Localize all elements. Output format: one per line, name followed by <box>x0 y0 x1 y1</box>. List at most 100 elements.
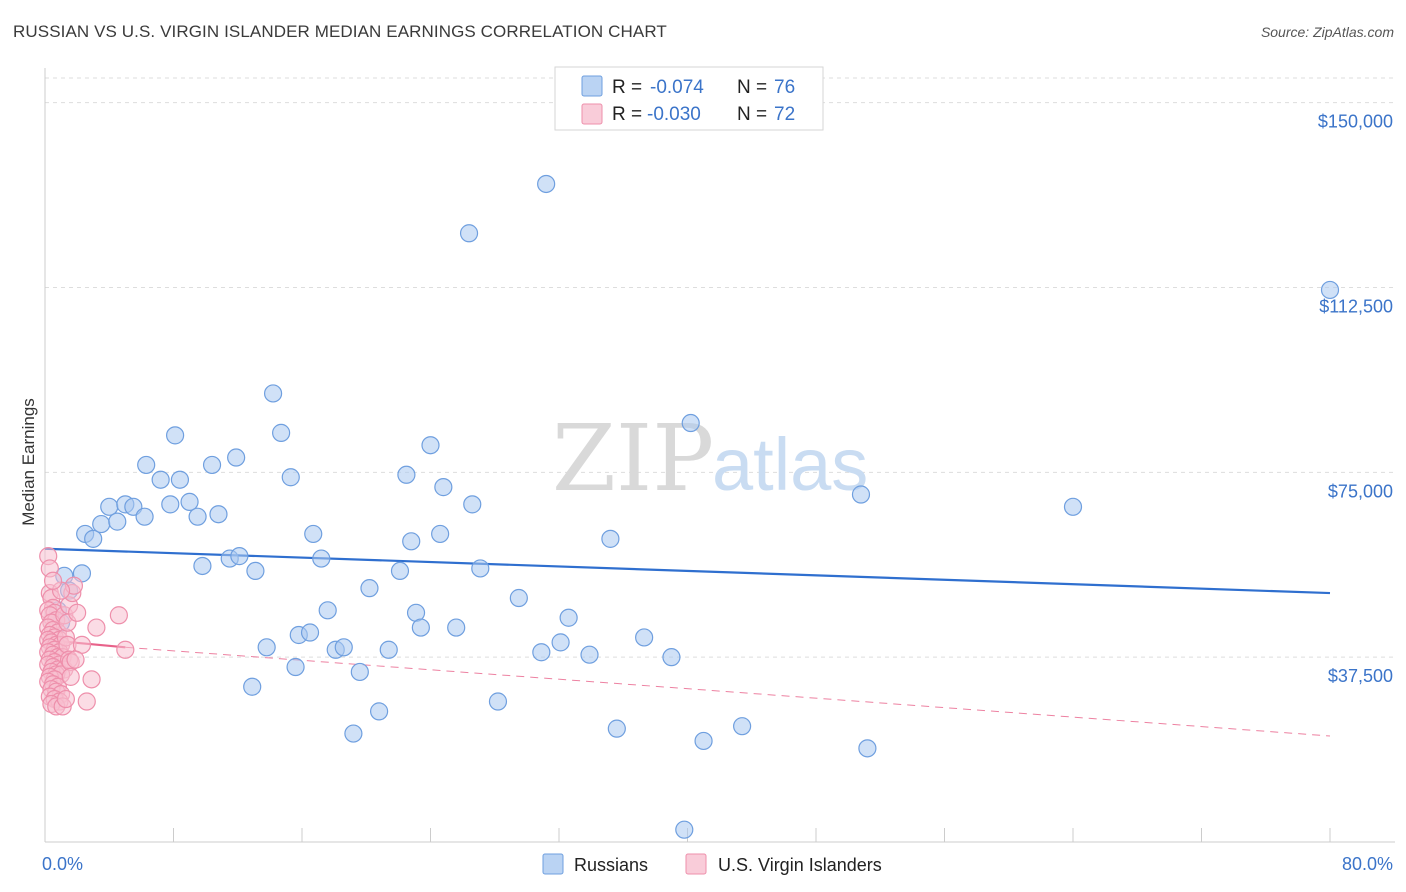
point-russians <box>447 618 466 637</box>
point-russians <box>390 561 410 581</box>
legend: R = -0.074 N = 76 R = -0.030 N = 72 <box>554 66 824 131</box>
point-russians <box>312 549 331 568</box>
point-usvi <box>56 689 75 709</box>
point-russians <box>135 507 154 526</box>
point-russians <box>272 423 291 442</box>
point-russians <box>733 717 752 736</box>
point-russians <box>851 485 871 504</box>
legend-r-value: -0.030 <box>647 104 701 125</box>
bottom-legend: Russians U.S. Virgin Islanders <box>542 853 882 875</box>
x-tick-label-min: 0.0% <box>42 854 83 874</box>
y-axis-label-group: Median Earnings <box>19 398 38 526</box>
point-russians <box>286 657 305 677</box>
bottom-legend-label-russians: Russians <box>574 855 648 875</box>
point-russians <box>379 640 398 659</box>
point-russians <box>161 495 180 514</box>
point-russians <box>1320 280 1340 300</box>
point-russians <box>108 512 127 531</box>
legend-n-value: 72 <box>774 104 795 125</box>
point-russians <box>397 465 416 484</box>
point-russians <box>281 468 300 487</box>
point-russians <box>601 529 620 548</box>
point-russians <box>434 478 453 497</box>
point-usvi <box>68 603 87 622</box>
point-russians <box>151 470 170 489</box>
point-russians <box>180 492 199 511</box>
point-russians <box>227 448 246 467</box>
point-russians <box>607 719 626 738</box>
point-russians <box>188 507 207 526</box>
axis-layer: $37,500 $75,000 $112,500 $150,000 0.0% 80.0% <box>42 68 1395 874</box>
point-russians <box>421 436 440 455</box>
chart-title: RUSSIAN VS U.S. VIRGIN ISLANDER MEDIAN E… <box>13 22 667 41</box>
watermark-atlas: atlas <box>712 423 868 506</box>
x-tick-label-max: 80.0% <box>1342 854 1393 874</box>
legend-n-value: 76 <box>774 77 795 98</box>
point-usvi <box>66 650 85 669</box>
point-russians <box>370 702 389 721</box>
point-russians <box>202 455 222 475</box>
point-russians <box>84 529 103 548</box>
point-russians <box>431 524 450 544</box>
point-russians <box>1063 497 1083 516</box>
bottom-legend-swatch-russians <box>542 853 564 875</box>
legend-r-label: R = <box>612 77 642 98</box>
point-russians <box>459 224 479 243</box>
legend-swatch-russians <box>581 75 603 97</box>
point-russians <box>694 731 713 751</box>
point-russians <box>166 426 185 445</box>
point-russians <box>559 608 578 627</box>
legend-r-value: -0.074 <box>650 77 704 98</box>
legend-swatch-usvi <box>581 103 603 125</box>
y-axis-label: Median Earnings <box>19 398 38 526</box>
legend-r-label: R = <box>612 104 642 125</box>
point-russians <box>300 623 320 642</box>
point-russians <box>463 495 482 514</box>
point-russians <box>675 820 694 839</box>
chart-source: Source: ZipAtlas.com <box>1260 24 1394 40</box>
point-usvi <box>77 692 96 711</box>
point-russians <box>257 638 276 657</box>
point-russians <box>304 524 323 544</box>
y-tick-label: $112,500 <box>1319 296 1393 316</box>
y-tick-label: $37,500 <box>1328 666 1393 686</box>
point-russians <box>246 561 265 581</box>
watermark: ZIP atlas <box>552 405 868 512</box>
point-russians <box>635 628 654 647</box>
point-russians <box>681 413 700 433</box>
point-russians <box>193 556 212 576</box>
point-russians <box>360 579 379 598</box>
point-usvi <box>109 606 128 625</box>
point-russians <box>488 692 508 711</box>
point-russians <box>580 645 599 664</box>
point-russians <box>402 532 421 551</box>
point-russians <box>170 470 190 489</box>
point-usvi <box>116 640 135 659</box>
point-russians <box>509 588 528 608</box>
points-layer <box>39 174 1340 839</box>
point-russians <box>471 559 490 578</box>
legend-n-label: N = <box>737 77 767 98</box>
trend-line-russians <box>44 547 1331 595</box>
point-usvi <box>82 670 101 689</box>
y-tick-label: $75,000 <box>1328 481 1393 501</box>
point-russians <box>551 633 570 652</box>
point-russians <box>662 648 681 667</box>
point-russians <box>318 601 337 620</box>
point-russians <box>858 739 877 758</box>
point-russians <box>263 384 283 403</box>
point-russians <box>230 547 249 566</box>
point-russians <box>137 455 156 475</box>
trend-line-usvi-extension <box>125 646 1331 737</box>
legend-n-label: N = <box>737 104 767 125</box>
point-russians <box>334 638 353 657</box>
point-russians <box>243 677 262 696</box>
bottom-legend-swatch-usvi <box>685 853 707 875</box>
y-tick-label: $150,000 <box>1318 112 1393 132</box>
point-russians <box>532 643 551 662</box>
trend-layer <box>44 547 1331 737</box>
point-russians <box>344 724 363 743</box>
point-russians <box>209 505 228 524</box>
point-usvi <box>87 618 106 637</box>
